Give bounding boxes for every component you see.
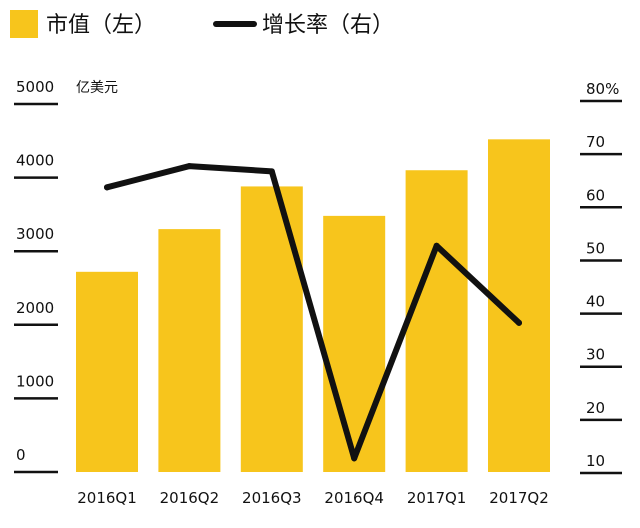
legend-label-growth-rate: 增长率（右） — [262, 13, 394, 38]
right-tick-label: 60 — [586, 186, 605, 204]
right-tick-label: 50 — [586, 239, 605, 257]
legend-label-market-value: 市值（左） — [46, 13, 156, 38]
line-point — [351, 455, 358, 462]
right-tick-label: 20 — [586, 399, 605, 417]
category-label: 2016Q1 — [77, 489, 137, 507]
right-tick-label: 70 — [586, 133, 605, 151]
left-tick-label: 3000 — [16, 225, 54, 243]
line-point — [433, 242, 440, 249]
growth-rate-line — [104, 163, 522, 462]
category-label: 2016Q4 — [324, 489, 384, 507]
line-point — [516, 319, 522, 326]
left-tick: 1000 — [14, 372, 58, 400]
line-point — [268, 168, 275, 175]
bar — [76, 271, 138, 472]
left-tick: 0 — [14, 446, 58, 474]
category-label: 2016Q3 — [242, 489, 302, 507]
left-tick: 2000 — [14, 299, 58, 327]
bar — [240, 186, 303, 472]
legend: 市值（左） 增长率（右） — [10, 10, 394, 38]
left-tick-label: 1000 — [16, 372, 54, 390]
right-tick: 50 — [580, 239, 622, 262]
right-tick: 80% — [580, 80, 622, 103]
category-label: 2016Q2 — [160, 489, 220, 507]
right-tick: 60 — [580, 186, 622, 209]
bar — [405, 170, 468, 473]
left-tick: 4000 — [14, 152, 58, 179]
bar — [158, 229, 221, 472]
line-series — [104, 163, 522, 462]
line-point — [186, 163, 193, 170]
left-tick-label: 5000 — [16, 78, 54, 96]
category-label: 2017Q1 — [407, 489, 467, 507]
legend-swatch-market-value — [10, 10, 38, 38]
right-tick: 70 — [580, 133, 622, 156]
right-tick: 40 — [580, 293, 622, 315]
right-tick-label: 40 — [586, 293, 605, 311]
right-tick-label: 10 — [586, 452, 605, 470]
right-tick: 20 — [580, 399, 622, 422]
category-label: 2017Q2 — [489, 489, 549, 507]
right-tick-label: 30 — [586, 346, 605, 364]
right-tick: 30 — [580, 346, 622, 368]
right-tick: 10 — [580, 452, 622, 475]
left-tick-label: 0 — [16, 446, 26, 464]
left-axis-unit-label: 亿美元 — [76, 80, 118, 96]
category-axis: 2016Q1 2016Q2 2016Q3 2016Q4 2017Q1 2017Q2 — [77, 489, 549, 507]
bar — [323, 215, 386, 472]
right-tick-label: 80% — [586, 80, 619, 98]
left-tick: 3000 — [14, 225, 58, 253]
left-tick-label: 2000 — [16, 299, 54, 317]
left-tick: 5000 — [14, 78, 58, 106]
left-tick-label: 4000 — [16, 152, 54, 170]
left-axis: 0 1000 2000 3000 4000 5000 — [14, 78, 58, 474]
right-axis: 10 20 30 40 50 60 70 80% — [580, 80, 622, 475]
line-point — [104, 184, 110, 191]
